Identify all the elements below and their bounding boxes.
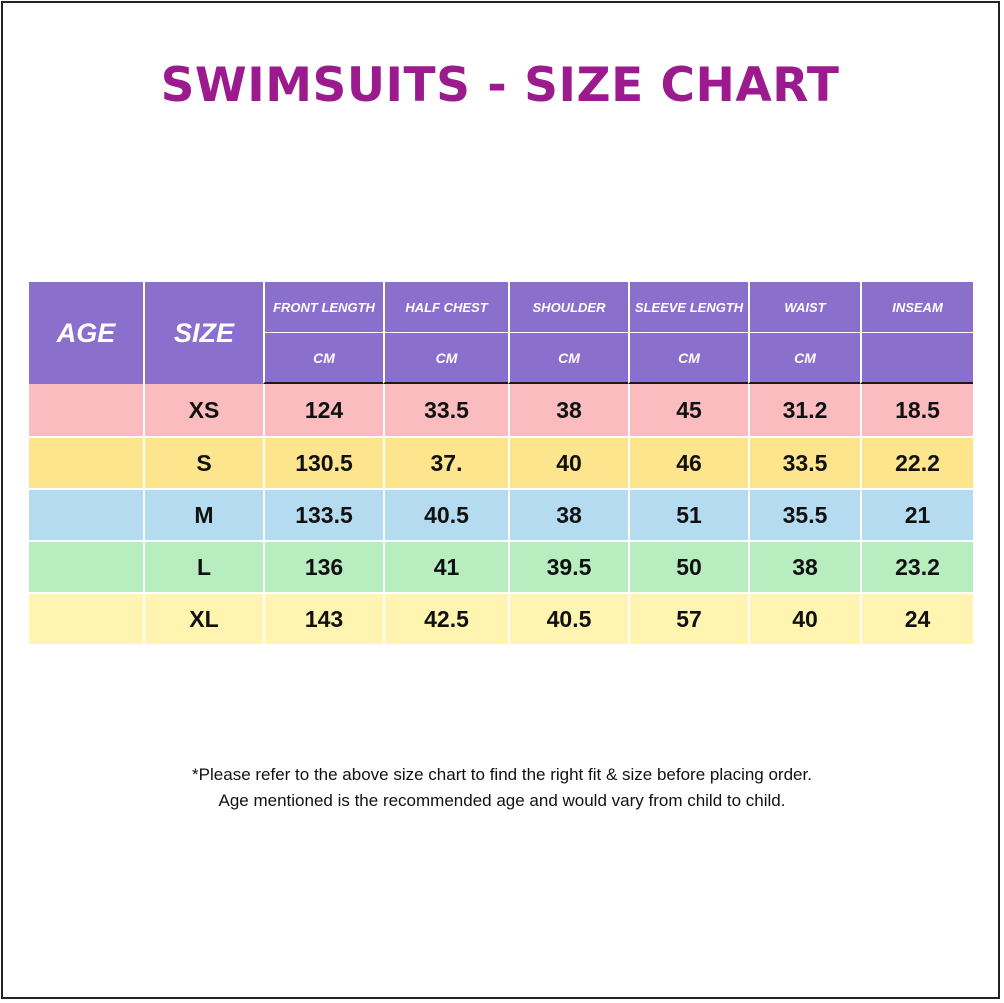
cell-inseam: 24 bbox=[860, 592, 973, 644]
cell-size: XS bbox=[143, 384, 263, 436]
cell-waist: 31.2 bbox=[748, 384, 860, 436]
page-title: SWIMSUITS - SIZE CHART bbox=[160, 58, 840, 113]
table-row: S 130.5 37. 40 46 33.5 22.2 bbox=[29, 436, 973, 488]
footnote: *Please refer to the above size chart to… bbox=[0, 762, 1004, 814]
cell-sleeve-length: 57 bbox=[628, 592, 748, 644]
table-row: XS 124 33.5 38 45 31.2 18.5 bbox=[29, 384, 973, 436]
cell-half-chest: 40.5 bbox=[383, 488, 508, 540]
cell-shoulder: 38 bbox=[508, 384, 628, 436]
unit-sleeve-length: CM bbox=[628, 333, 748, 384]
unit-waist: CM bbox=[748, 333, 860, 384]
size-chart-table: AGE SIZE FRONT LENGTH HALF CHEST SHOULDE… bbox=[29, 282, 973, 644]
cell-sleeve-length: 46 bbox=[628, 436, 748, 488]
cell-inseam: 21 bbox=[860, 488, 973, 540]
cell-shoulder: 38 bbox=[508, 488, 628, 540]
table-row: M 133.5 40.5 38 51 35.5 21 bbox=[29, 488, 973, 540]
cell-inseam: 18.5 bbox=[860, 384, 973, 436]
cell-shoulder: 40.5 bbox=[508, 592, 628, 644]
header-size: SIZE bbox=[143, 282, 263, 384]
header-inseam: INSEAM bbox=[860, 282, 973, 333]
cell-size: L bbox=[143, 540, 263, 592]
cell-waist: 40 bbox=[748, 592, 860, 644]
cell-shoulder: 39.5 bbox=[508, 540, 628, 592]
unit-inseam bbox=[860, 333, 973, 384]
cell-sleeve-length: 50 bbox=[628, 540, 748, 592]
header-half-chest: HALF CHEST bbox=[383, 282, 508, 333]
unit-half-chest: CM bbox=[383, 333, 508, 384]
cell-age bbox=[29, 488, 143, 540]
cell-front-length: 133.5 bbox=[263, 488, 383, 540]
cell-front-length: 130.5 bbox=[263, 436, 383, 488]
cell-sleeve-length: 45 bbox=[628, 384, 748, 436]
cell-age bbox=[29, 540, 143, 592]
cell-age bbox=[29, 384, 143, 436]
unit-shoulder: CM bbox=[508, 333, 628, 384]
cell-age bbox=[29, 592, 143, 644]
cell-shoulder: 40 bbox=[508, 436, 628, 488]
header-shoulder: SHOULDER bbox=[508, 282, 628, 333]
header-sleeve-length: SLEEVE LENGTH bbox=[628, 282, 748, 333]
cell-half-chest: 37. bbox=[383, 436, 508, 488]
footnote-line-1: *Please refer to the above size chart to… bbox=[192, 765, 812, 784]
cell-half-chest: 42.5 bbox=[383, 592, 508, 644]
header-waist: WAIST bbox=[748, 282, 860, 333]
cell-half-chest: 33.5 bbox=[383, 384, 508, 436]
footnote-line-2: Age mentioned is the recommended age and… bbox=[218, 791, 786, 810]
cell-front-length: 124 bbox=[263, 384, 383, 436]
table-row: L 136 41 39.5 50 38 23.2 bbox=[29, 540, 973, 592]
cell-size: XL bbox=[143, 592, 263, 644]
cell-size: S bbox=[143, 436, 263, 488]
cell-inseam: 22.2 bbox=[860, 436, 973, 488]
cell-age bbox=[29, 436, 143, 488]
cell-sleeve-length: 51 bbox=[628, 488, 748, 540]
header-age: AGE bbox=[29, 282, 143, 384]
cell-inseam: 23.2 bbox=[860, 540, 973, 592]
cell-waist: 38 bbox=[748, 540, 860, 592]
cell-waist: 33.5 bbox=[748, 436, 860, 488]
header-front-length: FRONT LENGTH bbox=[263, 282, 383, 333]
cell-waist: 35.5 bbox=[748, 488, 860, 540]
cell-front-length: 143 bbox=[263, 592, 383, 644]
cell-half-chest: 41 bbox=[383, 540, 508, 592]
cell-front-length: 136 bbox=[263, 540, 383, 592]
unit-front-length: CM bbox=[263, 333, 383, 384]
table-row: XL 143 42.5 40.5 57 40 24 bbox=[29, 592, 973, 644]
cell-size: M bbox=[143, 488, 263, 540]
